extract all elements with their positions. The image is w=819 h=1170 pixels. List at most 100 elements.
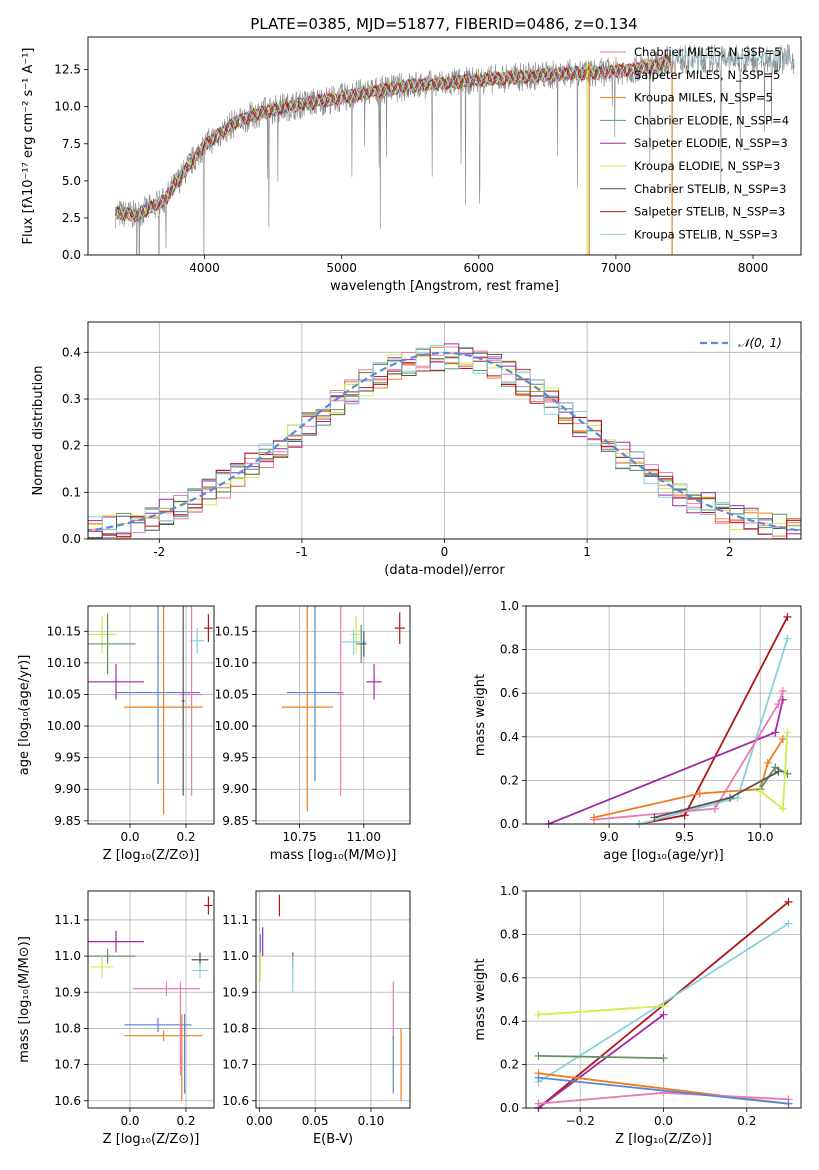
y-axis-label: Normed distribution	[31, 366, 46, 496]
x-tick-label: 9.0	[600, 830, 619, 844]
legend-label: Kroupa MILES, N_SSP=5	[634, 91, 773, 105]
x-tick-label: 6000	[464, 261, 495, 275]
y-tick-label: 0.0	[500, 817, 519, 831]
series-marker	[659, 1002, 668, 1011]
y-tick-label: 0.2	[500, 773, 519, 787]
y-tick-label: 0.8	[500, 643, 519, 657]
series-marker	[756, 787, 765, 796]
y-tick-label: 0.8	[500, 927, 519, 941]
legend-label: Chabrier ELODIE, N_SSP=4	[634, 113, 789, 127]
series-marker	[763, 758, 772, 767]
x-tick-label: 7000	[601, 261, 632, 275]
y-tick-label: 0.0	[62, 248, 81, 262]
series-marker	[733, 793, 742, 802]
mass-vs-metallicity-panel: 0.0 0.2 10.6 10.7 10.8 10.9 11.0 11.1 Z [log₁₀(Z…	[17, 890, 215, 1147]
y-tick-label: 9.95	[54, 751, 81, 765]
axes-frame	[87, 605, 215, 825]
x-axis-label: E(B-V)	[313, 1132, 353, 1147]
y-axis-label: Flux [fλ10⁻¹⁷ erg cm⁻² s⁻¹ A⁻¹]	[21, 48, 36, 245]
y-tick-label: 2.5	[62, 211, 81, 225]
normal-curve-line	[88, 351, 801, 532]
x-tick-label: 11.00	[347, 830, 381, 844]
series-line-kroupa-miles	[593, 738, 784, 819]
x-tick-label: 0.2	[176, 830, 195, 844]
y-tick-label: 0.0	[62, 532, 81, 546]
x-tick-label: 5000	[326, 261, 357, 275]
axes-frame	[255, 605, 411, 825]
x-tick-label: 0.0	[120, 1114, 139, 1128]
series-marker	[783, 728, 792, 737]
y-tick-label: 0.6	[500, 686, 519, 700]
y-tick-label: 5.0	[62, 174, 81, 188]
y-tick-label: 10.00	[47, 719, 81, 733]
axes-frame	[525, 605, 802, 825]
legend-label: Salpeter STELIB, N_SSP=3	[634, 205, 785, 219]
x-tick-label: −0.2	[566, 1114, 595, 1128]
y-tick-label: 9.85	[222, 814, 249, 828]
x-tick-label: 0.10	[358, 1114, 385, 1128]
y-tick-label: 10.6	[222, 1094, 249, 1108]
series-marker	[778, 734, 787, 743]
axes-frame	[87, 321, 802, 540]
y-axis-label: mass [log₁₀(M/M⊙)]	[17, 936, 32, 1063]
series-marker	[783, 634, 792, 643]
series-marker	[774, 767, 783, 776]
series-marker	[778, 804, 787, 813]
axes-frame	[87, 890, 215, 1109]
series-marker	[771, 763, 780, 772]
residual-histogram-panel: -2 -1 0 1 2 0.0 0.1 0.2 0.3 0.4 (data-model)/error…	[31, 321, 802, 578]
legend-label: Chabrier MILES, N_SSP=5	[634, 45, 781, 59]
axes-frame	[525, 890, 802, 1109]
y-tick-label: 10.05	[215, 687, 249, 701]
y-tick-label: 10.15	[47, 624, 81, 638]
x-tick-label: 2	[726, 545, 734, 559]
series-marker	[534, 1073, 543, 1082]
series-marker	[784, 1099, 793, 1108]
x-tick-label: -1	[296, 545, 308, 559]
series-marker	[695, 789, 704, 798]
y-tick-label: 10.9	[222, 985, 249, 999]
y-tick-label: 10.0	[54, 100, 81, 114]
y-tick-label: 0.2	[500, 1058, 519, 1072]
x-axis-label: Z [log₁₀(Z/Z⊙)]	[103, 1132, 200, 1147]
series-marker	[774, 700, 783, 709]
series-marker	[534, 1051, 543, 1060]
legend-label: Kroupa ELODIE, N_SSP=3	[634, 159, 780, 173]
series-marker	[778, 687, 787, 696]
x-axis-label: age [log₁₀(age/yr)]	[603, 848, 724, 863]
series-marker	[589, 813, 598, 822]
y-tick-label: 0.4	[62, 345, 81, 359]
x-tick-label: 10.75	[282, 830, 316, 844]
y-tick-label: 9.95	[222, 751, 249, 765]
series-marker	[659, 1054, 668, 1063]
series-line-miles-blue	[538, 1076, 789, 1105]
x-tick-label: 0.2	[176, 1114, 195, 1128]
y-tick-label: 11.1	[222, 913, 249, 927]
y-tick-label: 0.1	[62, 485, 81, 499]
x-tick-label: 0.2	[737, 1114, 756, 1128]
series-marker	[784, 897, 793, 906]
y-tick-label: 10.15	[215, 624, 249, 638]
age-vs-mass-panel: 10.75 11.00 9.85 9.90 9.95 10.00 10.05 10.10 10.…	[215, 605, 411, 863]
y-tick-label: 10.9	[54, 985, 81, 999]
legend-label: Kroupa STELIB, N_SSP=3	[634, 227, 778, 241]
model-spectrum-line-salpeter-stelib	[115, 54, 672, 221]
y-tick-label: 10.8	[222, 1021, 249, 1035]
series-marker	[784, 919, 793, 928]
series-marker	[534, 1099, 543, 1108]
model-spectrum-line-chabrier-stelib	[115, 52, 672, 223]
legend-label: Salpeter MILES, N_SSP=5	[634, 68, 780, 82]
y-tick-label: 11.0	[222, 949, 249, 963]
y-tick-label: 0.2	[62, 439, 81, 453]
figure-title: PLATE=0385, MJD=51877, FIBERID=0486, z=0…	[250, 15, 637, 33]
series-line-salpeter-elodie	[548, 699, 784, 824]
series-line-chabrier-elodie	[538, 1055, 664, 1059]
x-tick-label: 0.0	[120, 830, 139, 844]
series-marker	[659, 1010, 668, 1019]
series-line-salpeter-miles	[593, 690, 784, 821]
series-marker	[783, 612, 792, 621]
y-tick-label: 11.0	[54, 949, 81, 963]
spectrum-panel: 4000 5000 6000 7000 8000 0.0 2.5 5.0 7.5 10.0 12.5…	[21, 36, 802, 294]
series-marker	[710, 804, 719, 813]
